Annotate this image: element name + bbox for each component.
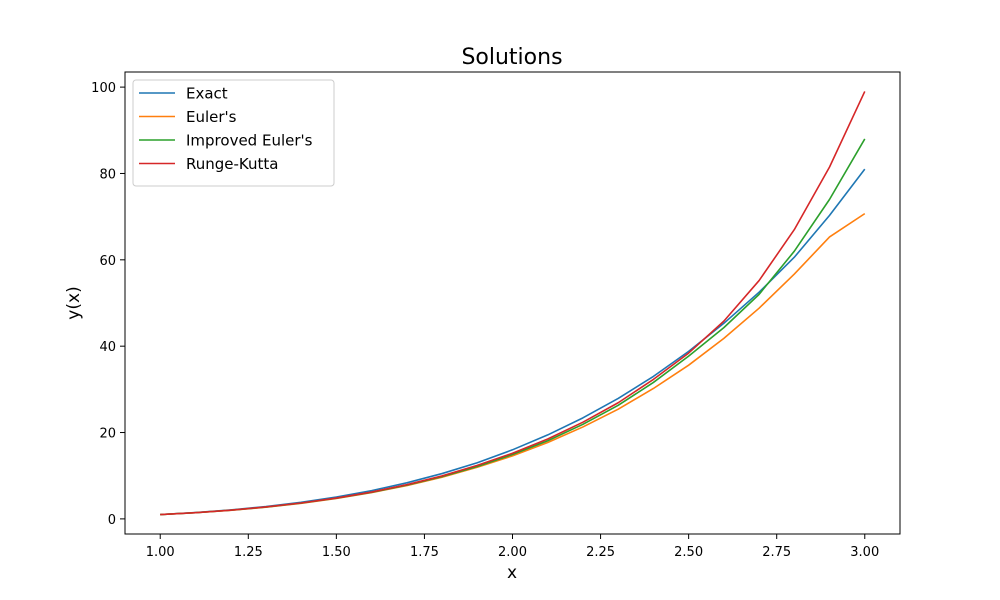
x-tick-label: 2.75 <box>762 545 791 560</box>
x-tick-label: 3.00 <box>850 545 879 560</box>
axes-frame <box>124 71 901 535</box>
series-line-runge-kutta <box>160 91 866 516</box>
x-tick-label: 2.00 <box>498 545 527 560</box>
x-tick-label: 1.25 <box>234 545 263 560</box>
y-tick-label: 40 <box>99 340 116 355</box>
y-axis-label: y(x) <box>64 286 84 319</box>
legend-label-euler-s: Euler's <box>186 108 237 126</box>
x-tick-label: 2.25 <box>586 545 615 560</box>
x-tick-label: 1.00 <box>146 545 175 560</box>
x-tick-label: 1.75 <box>410 545 439 560</box>
x-tick-label: 1.50 <box>322 545 351 560</box>
legend-box <box>132 79 335 187</box>
legend-label-exact: Exact <box>186 85 228 103</box>
y-tick-label: 0 <box>108 513 116 528</box>
y-tick-label: 20 <box>99 427 116 442</box>
y-tick-label: 100 <box>91 81 116 96</box>
legend-label-runge-kutta: Runge-Kutta <box>186 155 278 173</box>
chart-title: Solutions <box>461 45 562 70</box>
y-tick-label: 80 <box>99 167 116 182</box>
y-tick-label: 60 <box>99 254 116 269</box>
plot-area: 1.00 1.25 1.50 1.75 2.00 2.25 2.50 2.75 3.00 0 20 4… <box>91 81 879 560</box>
x-axis-label: x <box>507 563 517 583</box>
legend: Exact Euler's Improved Euler's Runge-Kutta <box>132 79 335 187</box>
x-tick-label: 2.50 <box>674 545 703 560</box>
legend-label-improved-euler-s: Improved Euler's <box>186 132 313 150</box>
